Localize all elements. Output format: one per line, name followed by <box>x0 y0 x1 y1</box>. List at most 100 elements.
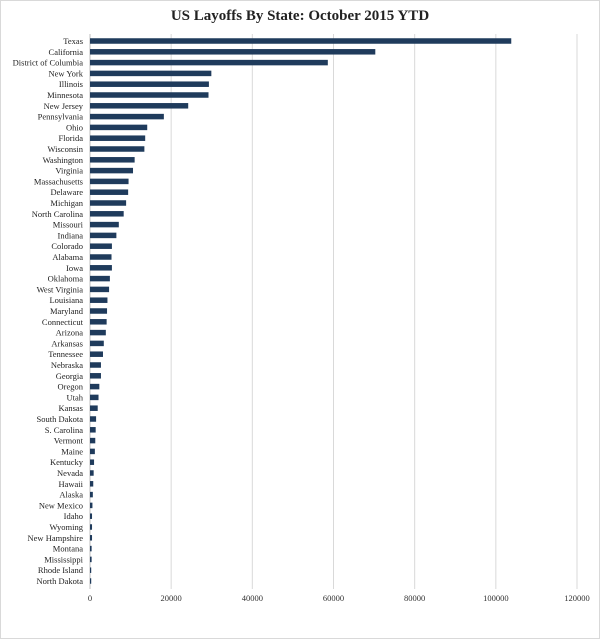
category-label: Wyoming <box>50 522 84 532</box>
category-label: Arkansas <box>51 338 83 348</box>
x-tick-label: 100000 <box>483 593 509 603</box>
bar-oklahoma <box>90 275 110 282</box>
bar-new-mexico <box>90 502 93 509</box>
bar-connecticut <box>90 319 107 325</box>
grid-lines <box>89 34 578 589</box>
category-label: Iowa <box>66 263 83 273</box>
bar-new-york <box>90 70 212 77</box>
category-label: Maine <box>61 446 83 456</box>
bar-north-carolina <box>90 211 124 217</box>
bar-illinois <box>90 81 209 87</box>
category-label: Indiana <box>58 230 84 240</box>
bar-nevada <box>90 470 94 476</box>
category-label: Georgia <box>56 371 83 381</box>
x-axis-ticks: 0 20000 40000 60000 80000 100000 120000 <box>88 593 590 603</box>
category-label: South Dakota <box>36 414 83 424</box>
category-label: Connecticut <box>42 317 84 327</box>
bar-utah <box>90 394 99 401</box>
category-label: Texas <box>63 36 83 46</box>
bar-california <box>90 49 376 55</box>
bar-nebraska <box>90 362 101 368</box>
bar-wisconsin <box>90 146 145 152</box>
bar-district-of-columbia <box>90 59 328 66</box>
category-label: Vermont <box>54 436 84 446</box>
category-label: New Jersey <box>44 101 84 111</box>
category-label: Kansas <box>58 403 83 413</box>
category-label: Missouri <box>53 220 84 230</box>
x-tick-label: 60000 <box>323 593 344 603</box>
category-label: Louisiana <box>49 295 83 305</box>
x-tick-label: 20000 <box>161 593 182 603</box>
bar-arkansas <box>90 340 104 347</box>
category-label: Maryland <box>50 306 84 316</box>
category-label: Alabama <box>52 252 83 262</box>
bar-missouri <box>90 221 119 228</box>
bar-alaska <box>90 491 93 498</box>
bar-michigan <box>90 200 127 206</box>
bar-minnesota <box>90 92 209 98</box>
bar-west-virginia <box>90 286 110 293</box>
category-label: Utah <box>66 392 83 402</box>
bar-indiana <box>90 232 117 239</box>
category-label: Arizona <box>56 328 84 338</box>
category-label: Illinois <box>59 79 83 89</box>
chart-title: US Layoffs By State: October 2015 YTD <box>171 8 429 24</box>
bar-tennessee <box>90 351 103 357</box>
category-label: Hawaii <box>58 479 83 489</box>
bar-alabama <box>90 254 112 260</box>
bar-pennsylvania <box>90 113 164 120</box>
bar-s-carolina <box>90 427 96 433</box>
category-label: Florida <box>58 133 83 143</box>
category-label: Massachusetts <box>34 176 83 186</box>
bar-arizona <box>90 329 106 336</box>
category-label: Rhode Island <box>38 565 84 575</box>
x-tick-label: 120000 <box>564 593 590 603</box>
bar-vermont <box>90 437 96 444</box>
category-label: Minnesota <box>47 90 83 100</box>
bar-georgia <box>90 373 101 379</box>
category-label: Michigan <box>50 198 83 208</box>
category-label: New Mexico <box>39 500 83 510</box>
bar-texas <box>90 38 512 44</box>
bar-massachusetts <box>90 178 129 185</box>
bar-wyoming <box>90 524 93 530</box>
category-label: Oregon <box>58 382 84 392</box>
category-label: Idaho <box>64 511 83 521</box>
category-label: Mississippi <box>44 554 83 564</box>
category-label: Wisconsin <box>47 144 83 154</box>
category-label: S. Carolina <box>45 425 83 435</box>
bar-new-hampshire <box>90 535 93 541</box>
category-label: Tennessee <box>48 349 83 359</box>
bar-louisiana <box>90 297 108 303</box>
category-label: District of Columbia <box>13 58 84 68</box>
bar-washington <box>90 157 135 163</box>
category-label: Alaska <box>59 490 83 500</box>
bar-south-dakota <box>90 416 97 422</box>
category-label: Oklahoma <box>48 274 84 284</box>
bar-oregon <box>90 383 100 390</box>
category-label: Delaware <box>50 187 83 197</box>
category-label: Washington <box>43 155 84 165</box>
category-label: New Hampshire <box>28 533 84 543</box>
category-label: Kentucky <box>50 457 84 467</box>
bar-rhode-island <box>90 567 92 573</box>
category-label: North Dakota <box>36 576 83 586</box>
bar-iowa <box>90 265 112 271</box>
category-label: Montana <box>53 544 83 554</box>
category-label: Nevada <box>57 468 83 478</box>
bar-montana <box>90 545 92 552</box>
category-label: Nebraska <box>51 360 83 370</box>
bar-kentucky <box>90 459 95 465</box>
bar-north-dakota <box>90 578 92 584</box>
x-tick-label: 40000 <box>242 593 263 603</box>
bar-maine <box>90 448 95 455</box>
bars <box>90 38 512 584</box>
bar-mississippi <box>90 556 92 563</box>
category-label: West Virginia <box>37 284 84 294</box>
x-tick-label: 80000 <box>404 593 425 603</box>
category-label: Colorado <box>51 241 83 251</box>
bar-kansas <box>90 405 98 411</box>
